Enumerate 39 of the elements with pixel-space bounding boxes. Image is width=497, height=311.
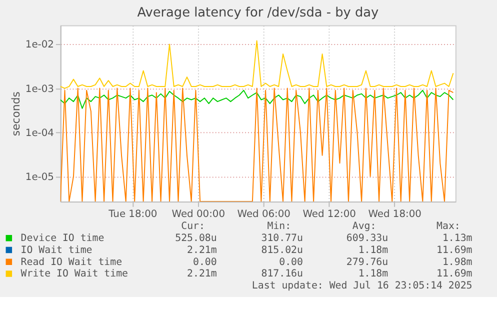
x-tick-label: Wed 00:00 <box>172 208 225 220</box>
text: 310.77u <box>261 233 303 244</box>
text: 817.16u <box>261 268 303 280</box>
text: 609.33u <box>346 233 388 244</box>
chart-title: Average latency for /dev/sda - by day <box>137 5 379 20</box>
y-tick-label: 1e-02 <box>25 40 54 51</box>
text: 525.08u <box>175 233 217 244</box>
line-series <box>60 88 454 202</box>
text: 1.18m <box>358 268 388 280</box>
text: 11.69m <box>436 268 472 280</box>
legend-label: Write IO Wait time <box>20 268 128 280</box>
text: 815.02u <box>261 244 303 256</box>
y-tick-label: 1e-04 <box>25 128 54 139</box>
text: Avg: <box>352 221 376 232</box>
line-series <box>60 90 454 109</box>
legend-label: Device IO time <box>20 233 104 244</box>
legend-label: Read IO Wait time <box>20 256 122 268</box>
x-tick-label: Wed 06:00 <box>237 208 290 220</box>
text: Max: <box>436 221 460 232</box>
y-tick-label: 1e-03 <box>25 84 54 95</box>
text: Cur: <box>181 221 205 232</box>
x-tick-label: Wed 12:00 <box>302 208 356 220</box>
legend-label: IO Wait time <box>20 244 92 256</box>
x-tick-label: Tue 18:00 <box>108 208 158 220</box>
text: 11.69m <box>436 244 472 256</box>
line-series <box>60 40 454 89</box>
text: 2.21m <box>187 268 217 280</box>
text: Last update: Wed Jul 16 23:05:14 2025 <box>252 280 472 292</box>
text: 2.21m <box>187 244 217 256</box>
x-tick-label: Wed 18:00 <box>368 208 422 220</box>
y-tick-label: 1e-05 <box>25 172 54 183</box>
text: 0.00 <box>279 256 303 268</box>
text: 0.00 <box>192 256 217 268</box>
text: Min: <box>267 221 292 232</box>
text: 1.18m <box>358 244 388 256</box>
text: 1.98m <box>442 256 472 268</box>
text: 279.76u <box>346 256 388 268</box>
y-axis-title: seconds <box>9 91 22 136</box>
text: 1.13m <box>442 233 472 244</box>
